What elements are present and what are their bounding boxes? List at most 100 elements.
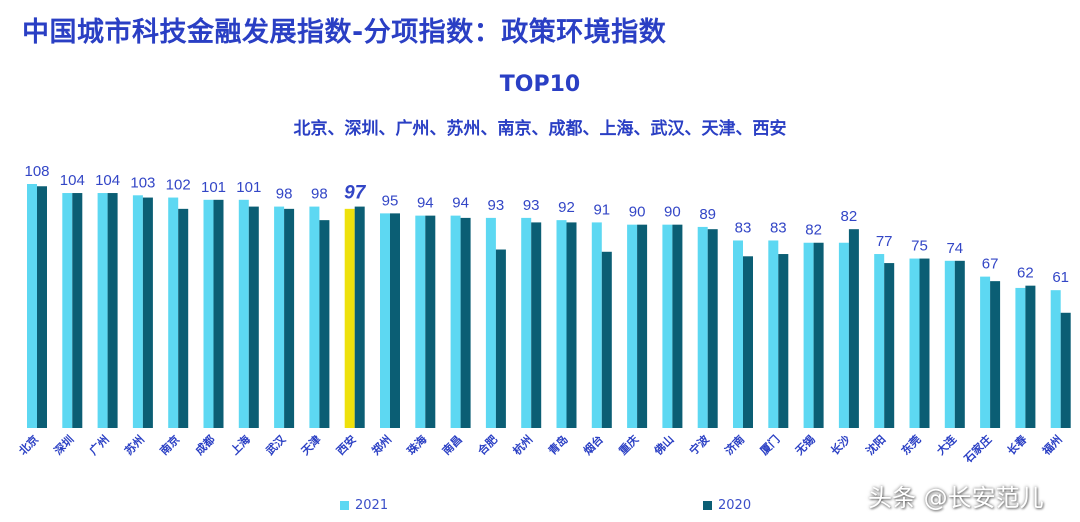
bar-2021-青岛 xyxy=(556,220,567,428)
legend-label-2021: 2021 xyxy=(355,498,389,513)
bar-2021-苏州 xyxy=(132,195,143,428)
x-tick-珠海: 珠海 xyxy=(404,432,429,457)
x-tick-北京: 北京 xyxy=(16,432,41,457)
bar-2020-佛山 xyxy=(672,224,683,428)
bar-2021-福州 xyxy=(1050,290,1061,428)
data-label-南京: 102 xyxy=(166,177,191,194)
data-label-西安: 97 xyxy=(344,183,367,204)
bar-2021-郑州 xyxy=(380,213,390,428)
bar-2020-天津 xyxy=(319,220,330,428)
data-label-重庆: 90 xyxy=(629,204,646,221)
bar-2020-厦门 xyxy=(778,254,789,428)
x-tick-石家庄: 石家庄 xyxy=(960,432,994,466)
bar-2020-合肥 xyxy=(495,249,506,428)
bar-2020-石家庄 xyxy=(990,281,1001,428)
bar-2020-济南 xyxy=(743,256,753,428)
data-label-苏州: 103 xyxy=(130,174,155,191)
bar-2021-无锡 xyxy=(803,242,814,428)
x-tick-杭州: 杭州 xyxy=(510,432,535,457)
page-title: 中国城市科技金融发展指数-分项指数：政策环境指数 xyxy=(22,17,667,48)
x-tick-东莞: 东莞 xyxy=(898,432,923,457)
data-label-杭州: 93 xyxy=(523,197,540,214)
data-label-南昌: 94 xyxy=(452,195,469,212)
data-label-长春: 62 xyxy=(1017,265,1034,282)
x-tick-沈阳: 沈阳 xyxy=(863,432,888,457)
bars-group xyxy=(27,184,1071,428)
data-label-厦门: 83 xyxy=(770,219,787,236)
bar-2021-大连 xyxy=(944,260,955,428)
bar-2020-南昌 xyxy=(460,217,471,428)
bar-2020-郑州 xyxy=(390,213,400,428)
bar-2021-合肥 xyxy=(485,217,496,428)
x-tick-广州: 广州 xyxy=(86,432,111,457)
x-tick-大连: 大连 xyxy=(933,432,959,458)
bar-2020-烟台 xyxy=(601,251,612,428)
bar-2021-上海 xyxy=(238,199,249,428)
data-label-深圳: 104 xyxy=(60,172,85,189)
bar-2020-长春 xyxy=(1025,285,1036,428)
x-tick-长沙: 长沙 xyxy=(828,432,853,457)
bar-2021-烟台 xyxy=(591,222,602,428)
top10-cities: 北京、深圳、广州、苏州、南京、成都、上海、武汉、天津、西安 xyxy=(293,119,787,139)
x-tick-郑州: 郑州 xyxy=(369,432,394,457)
data-label-济南: 83 xyxy=(735,219,752,236)
bar-2021-天津 xyxy=(309,206,320,428)
x-tick-成都: 成都 xyxy=(192,432,217,457)
bar-2020-无锡 xyxy=(813,242,824,428)
x-tick-宁波: 宁波 xyxy=(686,432,712,458)
bar-2020-深圳 xyxy=(72,193,83,428)
bar-2020-广州 xyxy=(107,193,118,428)
data-label-天津: 98 xyxy=(311,186,328,203)
top10-label: TOP10 xyxy=(499,72,581,97)
x-tick-上海: 上海 xyxy=(227,432,252,457)
bar-2020-北京 xyxy=(37,186,47,428)
data-label-广州: 104 xyxy=(95,172,120,189)
bar-2020-南京 xyxy=(178,208,189,428)
bar-2021-南京 xyxy=(168,197,179,428)
x-tick-无锡: 无锡 xyxy=(792,432,818,458)
bar-2020-成都 xyxy=(213,199,224,428)
x-tick-重庆: 重庆 xyxy=(616,432,641,457)
bar-2021-济南 xyxy=(733,240,743,428)
bar-2020-武汉 xyxy=(284,208,295,428)
bar-2021-广州 xyxy=(97,193,108,428)
bar-2021-宁波 xyxy=(697,226,708,428)
x-tick-天津: 天津 xyxy=(298,432,323,457)
bar-2021-珠海 xyxy=(415,215,426,428)
x-tick-长春: 长春 xyxy=(1004,432,1030,458)
x-tick-烟台: 烟台 xyxy=(580,432,605,457)
bar-2020-杭州 xyxy=(531,222,542,428)
data-label-珠海: 94 xyxy=(417,195,434,212)
x-tick-labels-group: 北京 深圳 广州 苏州 南京 成都 上海 武汉 天津 西安 郑州 珠海 南昌 合肥 杭州 青岛 烟台 重庆 佛山 宁波… xyxy=(16,432,1065,467)
x-tick-青岛: 青岛 xyxy=(545,432,570,457)
bar-2020-青岛 xyxy=(566,222,577,428)
bar-2021-佛山 xyxy=(662,224,673,428)
x-tick-苏州: 苏州 xyxy=(122,432,147,457)
bar-2021-深圳 xyxy=(62,193,73,428)
data-label-佛山: 90 xyxy=(664,204,681,221)
data-label-郑州: 95 xyxy=(382,192,399,209)
data-label-长沙: 82 xyxy=(841,208,858,225)
data-label-武汉: 98 xyxy=(276,186,293,203)
data-label-大连: 74 xyxy=(946,240,963,257)
bar-2020-大连 xyxy=(954,260,965,428)
legend-item-2020: 2020 xyxy=(703,498,751,513)
bar-2021-沈阳 xyxy=(874,254,885,428)
data-label-沈阳: 77 xyxy=(876,233,893,250)
bar-2021-长春 xyxy=(1015,287,1026,428)
x-tick-济南: 济南 xyxy=(722,432,747,457)
bar-2020-福州 xyxy=(1060,312,1071,428)
bar-2020-长沙 xyxy=(848,229,859,428)
data-label-北京: 108 xyxy=(24,163,49,180)
data-labels-group: 108 104 104 103 102 101 101 98 98 97 95 94 94 93 93 92 9… xyxy=(24,163,1069,286)
data-label-烟台: 91 xyxy=(593,201,610,218)
legend-item-2021: 2021 xyxy=(340,498,388,513)
bar-2020-上海 xyxy=(248,206,259,428)
bar-2020-宁波 xyxy=(707,229,718,428)
bar-2021-成都 xyxy=(203,199,214,428)
data-label-上海: 101 xyxy=(236,179,261,196)
x-tick-深圳: 深圳 xyxy=(51,432,76,457)
x-tick-佛山: 佛山 xyxy=(650,432,676,458)
data-label-石家庄: 67 xyxy=(982,256,999,273)
